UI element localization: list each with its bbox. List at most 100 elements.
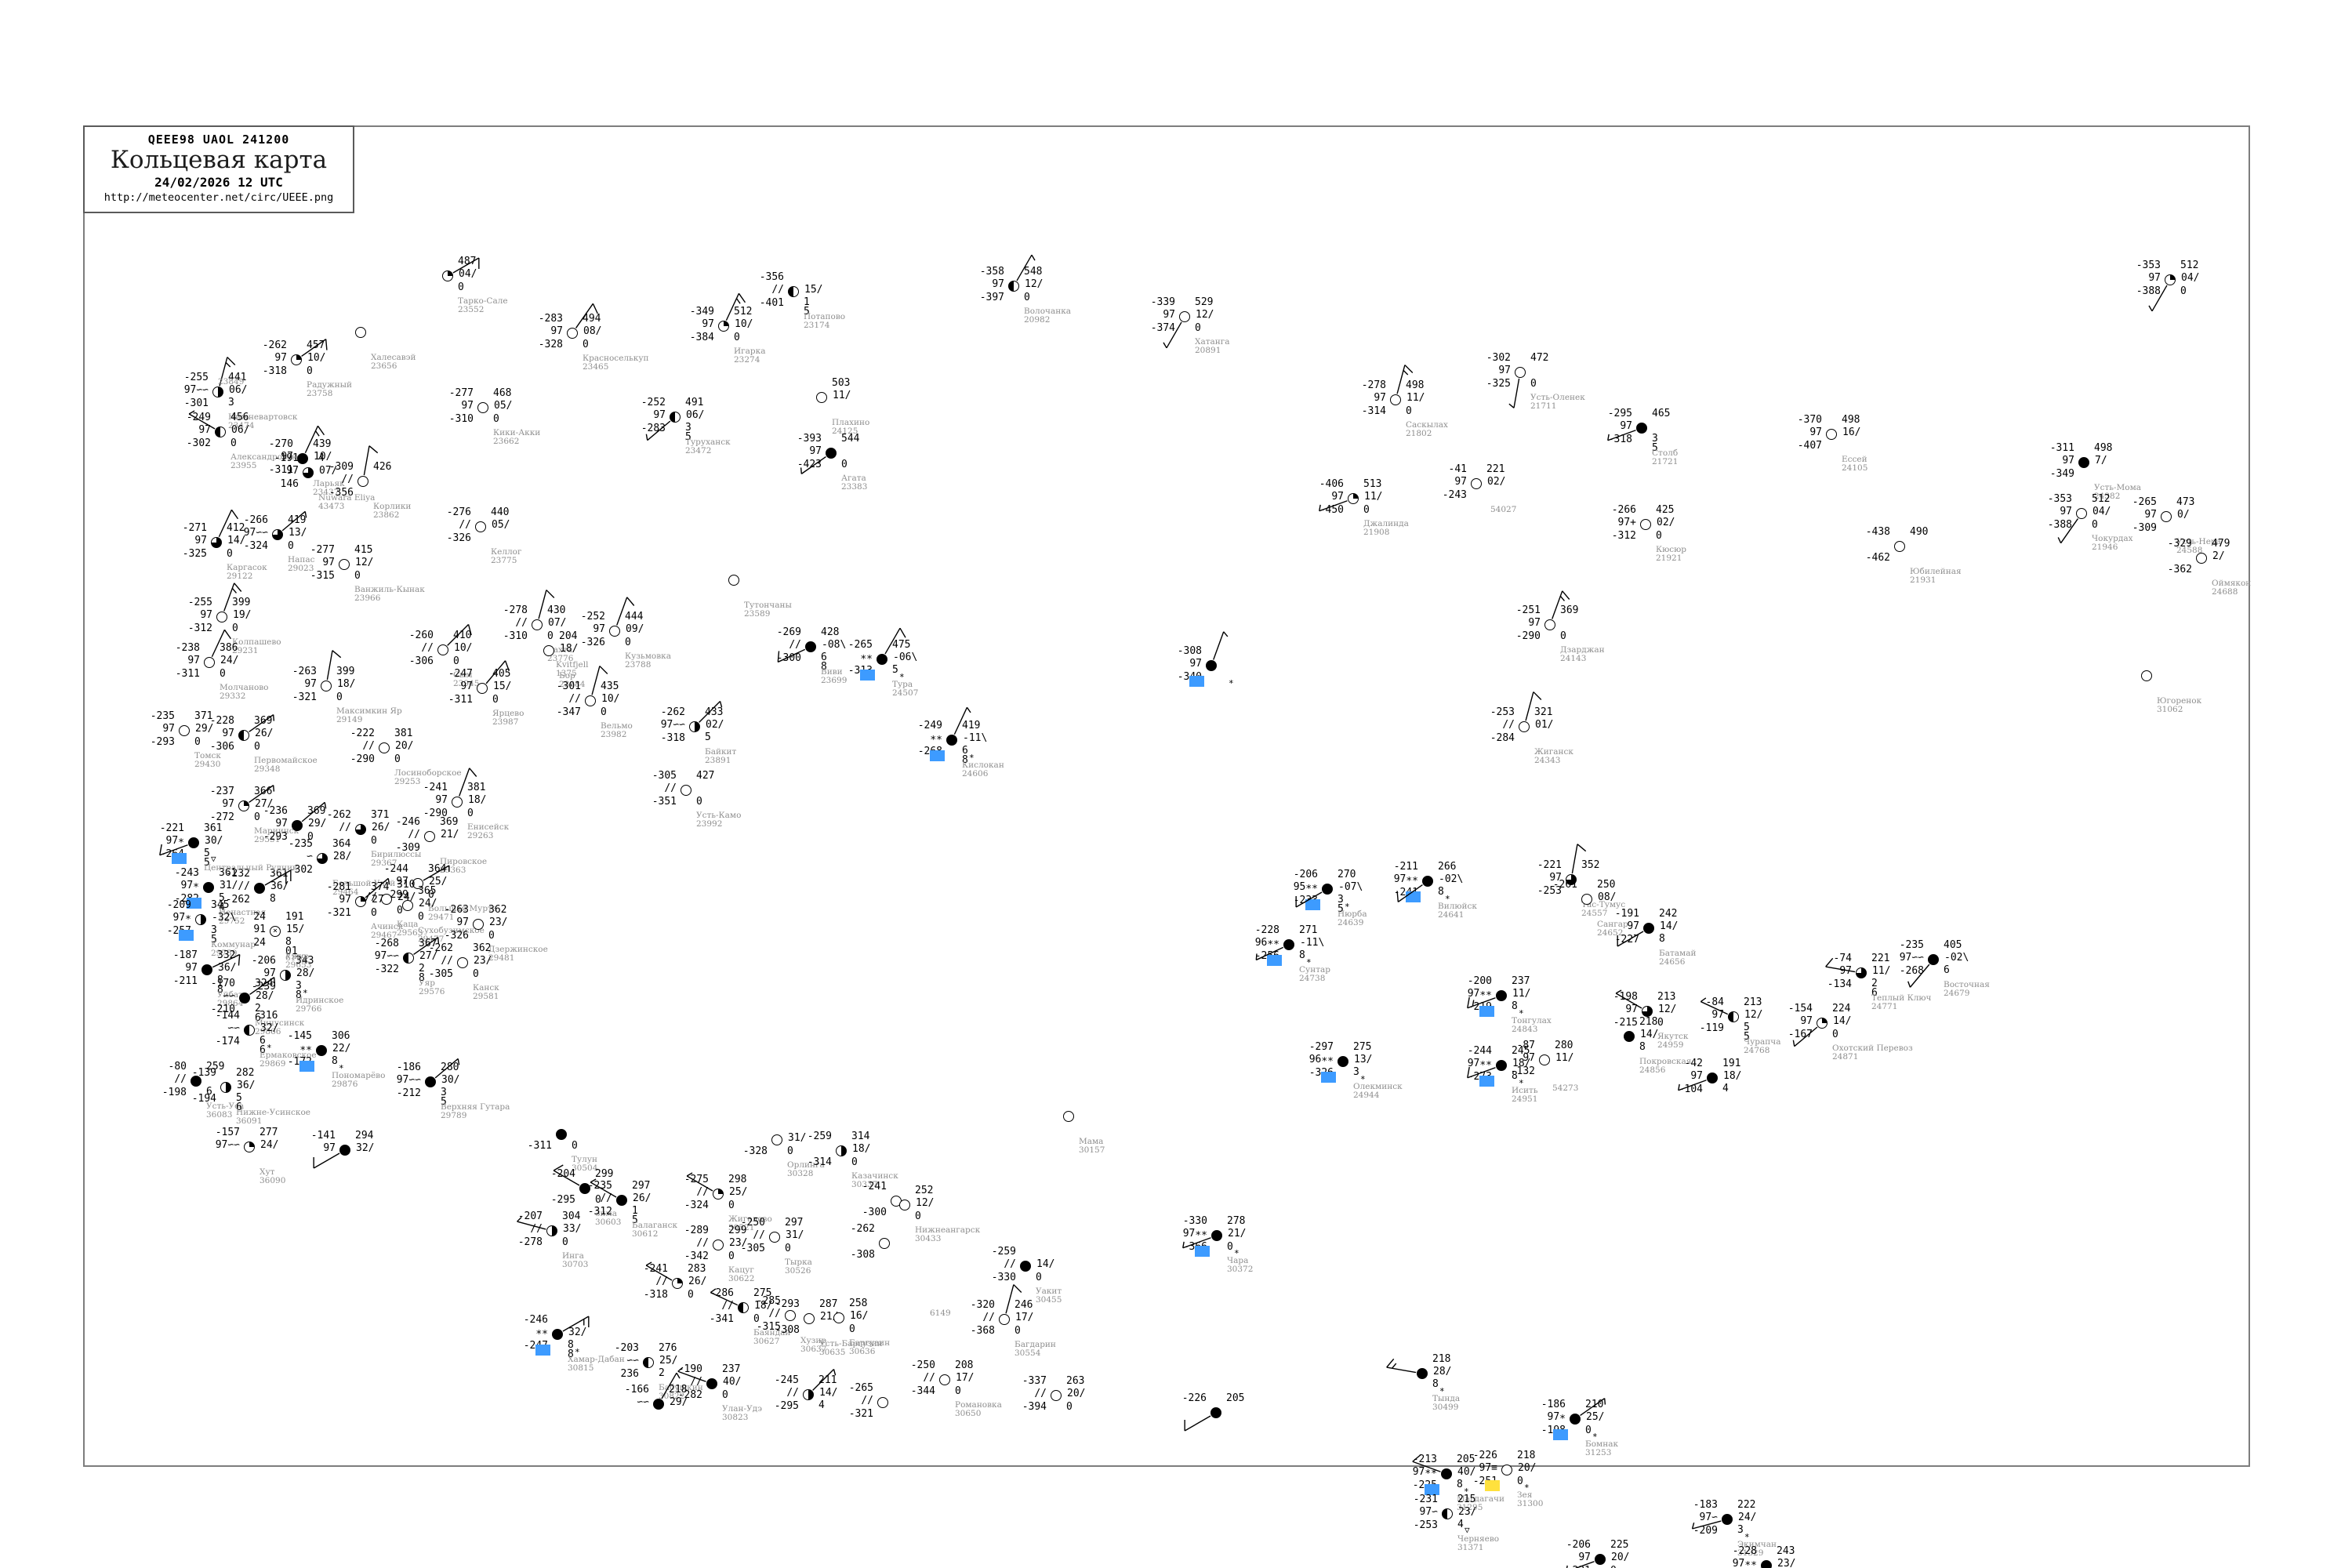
temperature-value: -247 [448, 668, 473, 680]
wind-barb-icon [447, 623, 472, 646]
dewpoint-value: -326 [444, 930, 469, 942]
dewpoint-value: -308 [775, 1324, 800, 1336]
humidity-weather-value: 97 [456, 916, 469, 928]
station-label: Кюсюр 21921 [1656, 545, 1687, 563]
humidity-weather-value: 97 [187, 655, 200, 666]
station-label: Сангар 24652 [1597, 920, 1628, 938]
pressure-tendency-value: 17/ [956, 1372, 975, 1384]
pressure-value: 275 [753, 1287, 772, 1299]
cloud-cover-icon [1817, 1018, 1828, 1029]
cloud-cover-icon [2141, 670, 2152, 681]
dewpoint-value: -253 [1413, 1519, 1438, 1531]
pressure-value: 213 [1744, 996, 1762, 1008]
temperature-value: -252 [580, 611, 605, 622]
station-label: Кики-Акки 23662 [493, 428, 541, 446]
cloud-cover-icon [552, 1329, 563, 1340]
pressure-tendency-value: 40/ [723, 1376, 742, 1388]
dewpoint-value: -362 [2167, 564, 2192, 575]
cloud-cover-icon [1728, 1011, 1739, 1022]
humidity-weather-value: // [768, 1308, 781, 1319]
pressure-value: 221 [1871, 953, 1890, 964]
wind-barb-icon [1396, 884, 1423, 902]
humidity-weather-value: // [789, 639, 801, 651]
wind-barb-icon [645, 420, 671, 441]
cloud-amount2-value: 5 [1338, 903, 1344, 915]
temperature-value: -170 [210, 978, 235, 989]
pressure-tendency-value: 24/ [260, 1139, 279, 1151]
pressure-tendency-value: 36/ [218, 962, 237, 974]
pressure-tendency-value: 31/ [220, 880, 238, 891]
wind-barb-icon [725, 292, 746, 321]
cloud-amount2-value: 8 [821, 661, 827, 673]
temperature-value: -265 [848, 1382, 873, 1394]
temperature-value: -263 [292, 666, 317, 677]
station-label: Столб 21721 [1652, 448, 1679, 466]
pressure-value: 277 [260, 1127, 278, 1138]
cloud-amount-value: 8 [217, 975, 223, 986]
station-label: Енисейск 29263 [467, 822, 510, 840]
temperature-value: -281 [326, 881, 351, 893]
temperature-value: -144 [215, 1010, 240, 1022]
wind-barb-icon [326, 650, 342, 681]
cloud-cover-icon [179, 725, 190, 736]
pressure-value: 282 [236, 1067, 255, 1079]
pressure-value: 297 [632, 1180, 651, 1192]
temperature-value: -320 [970, 1299, 995, 1311]
station-label: Максимкин Яр 29149 [336, 706, 402, 724]
pressure-tendency-value: 14/ [1640, 1029, 1659, 1040]
temperature-value: -226 [1472, 1450, 1497, 1461]
cloud-cover-icon [188, 837, 199, 848]
wind-barb-icon [1508, 378, 1520, 408]
station-label: Усть-Камо 23992 [696, 811, 742, 829]
pressure-tendency-value: 12/ [1658, 1004, 1677, 1015]
station-label: Игарка 23274 [734, 347, 766, 365]
cloud-cover-icon [239, 993, 250, 1004]
temperature-value: -370 [1797, 414, 1822, 426]
humidity-weather-value: 97 [339, 894, 351, 906]
humidity-weather-value: 97 [702, 318, 714, 330]
pressure-tendency-value: 24/ [419, 898, 437, 909]
station-label: Оймякон 24688 [2212, 579, 2252, 597]
wind-barb-icon [884, 627, 906, 655]
humidity-weather-value: 97∗∗ [1467, 1058, 1492, 1069]
pressure-tendency-value: -11\ [963, 732, 988, 744]
precip-highlight-marker [930, 750, 945, 761]
pressure-value: 222 [1737, 1499, 1756, 1511]
temperature-value: -311 [2049, 442, 2074, 454]
precip-value: 0 [2092, 519, 2098, 531]
pressure-tendency-value: 18/ [1723, 1070, 1742, 1082]
cloud-cover-icon [238, 800, 249, 811]
temperature-value: -266 [243, 514, 268, 526]
cloud-cover-icon [244, 1025, 255, 1036]
cloud-cover-icon [2078, 457, 2089, 468]
stray-station-id-label: 54027 [1490, 505, 1517, 514]
pressure-value: 475 [892, 639, 911, 651]
bulletin-code: QEEE98 UAOL 241200 [147, 132, 290, 147]
cloud-cover-icon [1544, 619, 1555, 630]
cloud-amount-value: 5 [1744, 1022, 1750, 1033]
cloud-cover-icon [1519, 721, 1530, 732]
pressure-value: 456 [230, 412, 249, 423]
cloud-amount-value: 8 [1299, 949, 1305, 961]
station-label: Уакит 30455 [1036, 1287, 1062, 1305]
pressure-tendency-value: 18/ [852, 1143, 871, 1155]
station-label: Нюрба 24639 [1338, 909, 1367, 927]
stray-station-id-label: 54273 [1552, 1083, 1579, 1093]
pressure-value: 310 [397, 879, 416, 891]
station-label: Бирилюссы 29367 [371, 850, 422, 868]
humidity-weather-value: 97∽∽ [396, 1074, 421, 1086]
pressure-tendency-value: 28/ [296, 967, 315, 979]
pressure-tendency-value: 28/ [1433, 1366, 1452, 1377]
dewpoint-value: -374 [1150, 322, 1175, 334]
temperature-value: -204 [550, 1168, 575, 1180]
wind-barb-icon [953, 706, 971, 735]
pressure-value: 399 [336, 666, 355, 677]
pressure-tendency-value: 31/ [786, 1229, 804, 1241]
station-label: Вилюйск 24641 [1438, 902, 1477, 920]
wind-barb-icon [1386, 1358, 1417, 1374]
cloud-amount-value: 4 [818, 1399, 825, 1411]
pressure-value: 361 [204, 822, 223, 834]
pressure-tendency-value: 26/ [372, 822, 390, 833]
cloud-amount2-value: 5 [685, 431, 691, 443]
temperature-value: -80 [168, 1061, 187, 1073]
